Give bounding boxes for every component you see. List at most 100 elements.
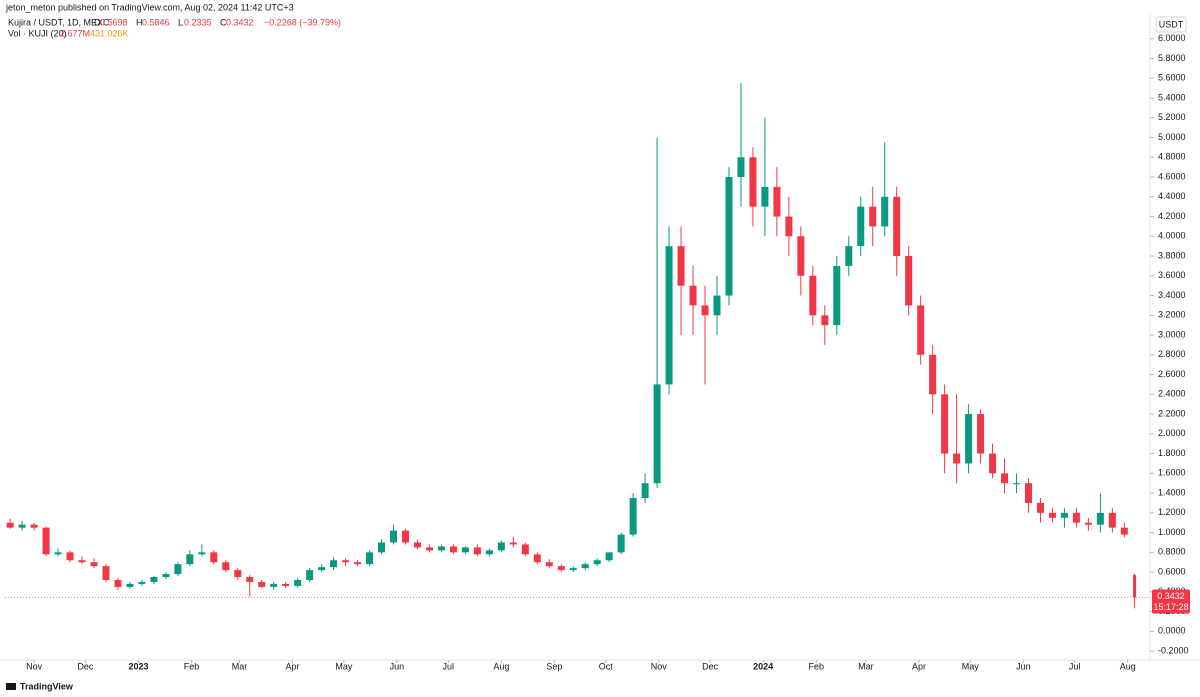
candle-body [1036, 502, 1044, 513]
candle-body [54, 552, 62, 555]
last-price-label: 0.3432 [1157, 591, 1185, 601]
candle-body [222, 562, 230, 571]
y-tick-label: 3.0000 [1158, 329, 1186, 339]
ohlc-prefix: O [94, 17, 101, 27]
candle-body [150, 577, 158, 582]
candle-body [857, 206, 865, 247]
candle-body [378, 542, 386, 553]
candle-body [18, 524, 26, 528]
y-tick-label: 2.0000 [1158, 428, 1186, 438]
candle-body [737, 157, 745, 178]
ohlc-prefix: C [220, 17, 227, 27]
candle-body [785, 216, 793, 237]
x-tick-label: Jul [443, 661, 455, 671]
candle-body [701, 305, 709, 316]
x-tick-label: Apr [286, 661, 300, 671]
y-tick-label: -0.2000 [1158, 645, 1189, 655]
candle-body [1133, 575, 1137, 598]
candle-body [881, 196, 889, 227]
candle-body [330, 560, 338, 568]
x-tick-label: Aug [1120, 661, 1136, 671]
x-tick-label: Jun [390, 661, 405, 671]
candle-body [833, 265, 841, 326]
change-value: −0.2268 (−39.79%) [264, 17, 341, 27]
ohlc-value: 0.3432 [226, 17, 254, 27]
candle-body [270, 583, 278, 587]
candle-body [282, 583, 290, 586]
y-tick-label: 1.0000 [1158, 527, 1186, 537]
candle-body [509, 542, 517, 545]
x-tick-label: Jul [1069, 661, 1081, 671]
ohlc-prefix: H [136, 17, 143, 27]
x-tick-label: Mar [232, 661, 248, 671]
candle-body [210, 552, 218, 563]
ohlc-prefix: L [178, 17, 183, 27]
candle-body [809, 275, 817, 316]
x-tick-label: Dec [77, 661, 94, 671]
candle-body [1060, 512, 1068, 518]
candle-body [126, 583, 134, 587]
candle-body [653, 384, 661, 484]
candle-body [30, 524, 38, 528]
candle-body [593, 560, 601, 565]
symbol-title: Kujira / USDT, 1D, MEXC [8, 17, 110, 27]
x-tick-label: Feb [808, 661, 824, 671]
candle-body [162, 574, 170, 578]
candle-body [905, 256, 913, 306]
candle-body [557, 566, 565, 571]
y-tick-label: 1.8000 [1158, 448, 1186, 458]
candle-body [689, 285, 697, 306]
x-tick-label: 2024 [753, 661, 773, 671]
y-tick-label: 0.8000 [1158, 547, 1186, 557]
x-tick-label: May [335, 661, 353, 671]
y-tick-label: 5.8000 [1158, 53, 1186, 63]
y-tick-label: 5.4000 [1158, 92, 1186, 102]
y-tick-label: 3.6000 [1158, 270, 1186, 280]
candle-body [413, 542, 421, 548]
publisher: jeton_meton published on TradingView.com… [5, 2, 294, 12]
candle-body [437, 546, 445, 551]
y-tick-label: 1.2000 [1158, 507, 1186, 517]
y-tick-label: 1.6000 [1158, 468, 1186, 478]
candle-body [965, 414, 973, 464]
candle-body [449, 546, 457, 553]
candle-body [605, 552, 613, 561]
x-tick-label: Oct [599, 661, 614, 671]
candle-body [761, 186, 769, 207]
candle-body [629, 498, 637, 535]
y-tick-label: 5.6000 [1158, 73, 1186, 83]
currency-box[interactable] [1155, 16, 1187, 33]
last-price-box [1152, 589, 1190, 614]
x-tick-label: Nov [26, 661, 43, 671]
candle-body [1072, 512, 1080, 523]
ohlc-value: 0.5846 [142, 17, 170, 27]
candle-body [78, 560, 86, 563]
y-tick-label: 6.0000 [1158, 33, 1186, 43]
candle-body [354, 562, 362, 565]
y-tick-label: 2.8000 [1158, 349, 1186, 359]
candle-body [1096, 512, 1104, 525]
volume-value: 2.677M [60, 28, 90, 38]
volume-title: Vol · KUJI (20) [8, 28, 67, 38]
candle-body [989, 453, 997, 474]
candle-body [234, 570, 242, 578]
y-tick-label: 4.6000 [1158, 171, 1186, 181]
y-tick-label: 0.6000 [1158, 566, 1186, 576]
brand-logo: TradingView [6, 681, 74, 691]
currency[interactable]: USDT [1159, 19, 1184, 29]
candle-body [953, 453, 961, 464]
x-tick-label: Aug [493, 661, 509, 671]
candle-body [917, 305, 925, 355]
candle-body [66, 552, 74, 561]
candle-body [1001, 473, 1009, 484]
x-tick-label: Dec [702, 661, 719, 671]
candle-body [845, 246, 853, 266]
candle-body [941, 394, 949, 454]
y-tick-label: 3.4000 [1158, 290, 1186, 300]
candle-body [461, 547, 469, 553]
candle-body [893, 196, 901, 257]
y-tick-label: 2.6000 [1158, 369, 1186, 379]
candle-body [665, 246, 673, 385]
